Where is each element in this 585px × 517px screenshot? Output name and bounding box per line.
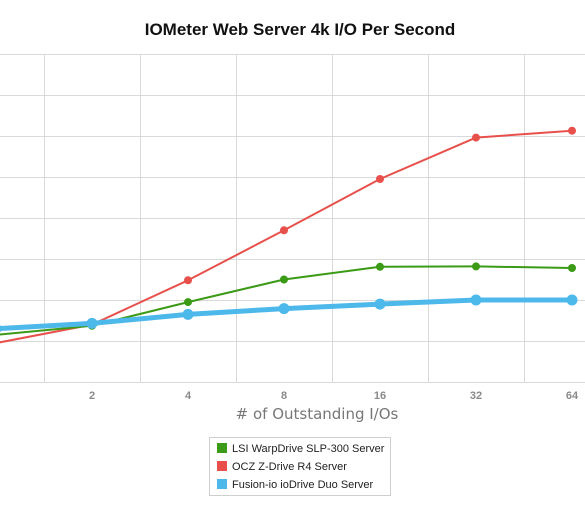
- x-tick-label: 4: [185, 390, 192, 402]
- data-point: [568, 126, 576, 135]
- legend-swatch: [217, 479, 227, 489]
- legend-item: Fusion-io ioDrive Duo Server: [217, 479, 374, 491]
- x-tick-label: 8: [281, 390, 287, 402]
- legend-swatch: [217, 443, 227, 453]
- data-point: [184, 298, 192, 307]
- data-point: [568, 264, 576, 272]
- legend-label: LSI WarpDrive SLP-300 Server: [232, 443, 385, 455]
- legend: LSI WarpDrive SLP-300 Server OCZ Z-Drive …: [209, 437, 391, 496]
- x-tick-labels: 2 4 8 16 32 64: [89, 390, 579, 402]
- data-point: [278, 303, 290, 315]
- legend-swatch: [217, 461, 227, 471]
- series-3: [0, 294, 578, 333]
- data-point: [182, 308, 194, 320]
- x-tick-label: 64: [566, 390, 579, 402]
- chart-title: IOMeter Web Server 4k I/O Per Second: [145, 20, 456, 39]
- data-point: [86, 317, 98, 329]
- legend-label: OCZ Z-Drive R4 Server: [232, 461, 347, 473]
- data-point: [374, 298, 386, 310]
- x-tick-label: 16: [374, 390, 386, 402]
- legend-label: Fusion-io ioDrive Duo Server: [232, 479, 374, 491]
- data-point: [376, 175, 384, 183]
- data-point: [472, 133, 480, 142]
- series-2: [0, 126, 576, 344]
- x-tick-label: 2: [89, 390, 95, 402]
- data-point: [0, 324, 2, 333]
- data-point: [376, 262, 384, 271]
- data-point: [470, 294, 482, 306]
- data-point: [280, 226, 288, 235]
- grid: [0, 54, 585, 383]
- x-tick-label: 32: [470, 390, 482, 402]
- legend-item: OCZ Z-Drive R4 Server: [217, 461, 347, 473]
- legend-item: LSI WarpDrive SLP-300 Server: [217, 443, 385, 455]
- x-axis-label: # of Outstanding I/Os: [236, 405, 399, 423]
- data-point: [472, 262, 480, 271]
- legend-frame: [209, 437, 391, 496]
- series-lines: [0, 126, 578, 344]
- data-point: [280, 275, 288, 284]
- data-point: [184, 276, 192, 285]
- data-point: [566, 294, 578, 306]
